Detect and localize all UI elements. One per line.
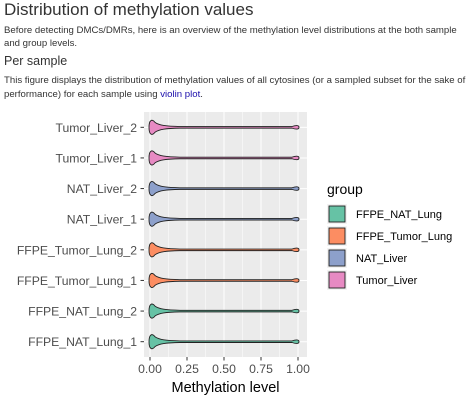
y-axis-labels: Tumor_Liver_2 Tumor_Liver_1 NAT_Liver_2 NAT… [17,121,144,349]
legend-label: NAT_Liver [356,253,407,265]
y-tick-label: FFPE_NAT_Lung_1 [28,335,137,349]
violin-NAT_Liver_2 [148,181,300,197]
violin-NAT_Liver_1 [148,211,300,227]
x-axis: 0.00 0.25 0.50 0.75 1.00 [138,357,310,376]
y-tick-label: Tumor_Liver_2 [55,121,137,135]
legend-swatch-NAT_Liver [328,249,346,267]
intro-text: Before detecting DMCs/DMRs, here is an o… [4,25,457,49]
y-tick-label: NAT_Liver_2 [67,182,137,196]
legend: group FFPE_NAT_Lung FFPE_Tumor_Lung NAT_Liv… [327,181,452,290]
legend-swatch-FFPE_NAT_Lung [328,205,346,223]
section-description: This figure displays the distribution of… [4,74,470,102]
legend-title: group [327,181,363,197]
violin-FFPE_Tumor_Lung_2 [148,242,300,258]
plot-panel [144,112,307,357]
violins [148,119,300,350]
violin-Tumor_Liver_1 [148,150,300,166]
violin-FFPE_NAT_Lung_2 [148,303,300,319]
description-end: . [200,89,203,100]
x-tick-label: 0.00 [138,362,162,376]
y-tick-label: Tumor_Liver_1 [55,151,137,165]
y-tick-label: FFPE_Tumor_Lung_1 [17,274,137,288]
y-tick-label: NAT_Liver_1 [67,213,137,227]
legend-label: FFPE_NAT_Lung [356,209,442,221]
x-tick-label: 0.50 [212,362,236,376]
violin-chart: Tumor_Liver_2 Tumor_Liver_1 NAT_Liver_2 NAT… [17,112,452,396]
description-text: This figure displays the distribution of… [4,75,466,100]
x-tick-label: 1.00 [286,362,310,376]
x-tick-label: 0.25 [175,362,199,376]
legend-label: Tumor_Liver [356,275,418,287]
x-axis-title: Methylation level [172,380,280,396]
legend-swatch-FFPE_Tumor_Lung [328,227,346,245]
section-title: Per sample [4,54,68,68]
x-tick-label: 0.75 [249,362,273,376]
legend-label: FFPE_Tumor_Lung [356,231,452,243]
legend-swatch-Tumor_Liver [328,271,346,289]
y-tick-label: FFPE_NAT_Lung_2 [28,305,137,319]
violin-plot-link[interactable]: violin plot [160,89,201,100]
page-title: Distribution of methylation values [4,0,254,19]
violin-FFPE_NAT_Lung_1 [148,334,300,350]
violin-Tumor_Liver_2 [148,119,300,135]
violin-FFPE_Tumor_Lung_1 [148,272,300,288]
y-tick-label: FFPE_Tumor_Lung_2 [17,243,137,257]
